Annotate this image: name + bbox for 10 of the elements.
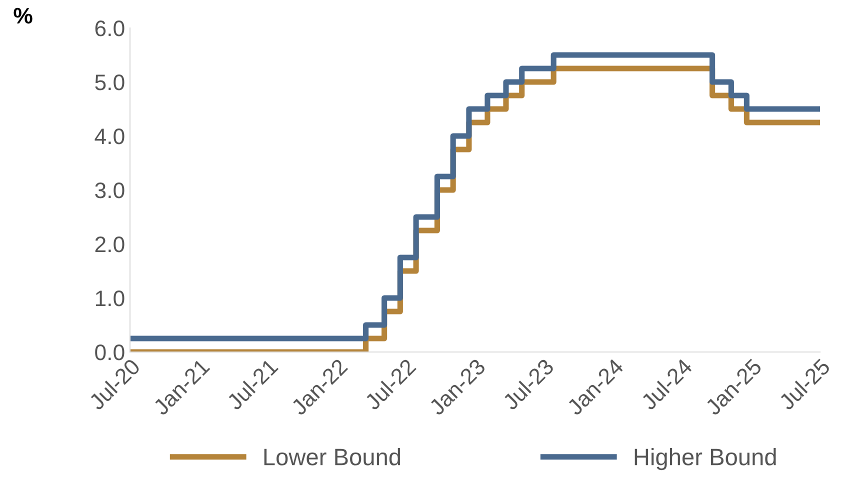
y-tick-label: 2.0 (95, 236, 124, 252)
y-tick-label: 6.0 (95, 20, 124, 36)
y-tick-label: 0.0 (95, 344, 124, 360)
legend-label: Higher Bound (634, 448, 776, 470)
y-tick-label: 1.0 (96, 290, 124, 306)
legend-label: Lower Bound (264, 448, 400, 466)
y-axis-title: % (14, 8, 32, 24)
y-tick-label: 5.0 (95, 74, 124, 90)
y-tick-label: 4.0 (94, 128, 124, 144)
y-tick-label: 3.0 (95, 182, 124, 198)
